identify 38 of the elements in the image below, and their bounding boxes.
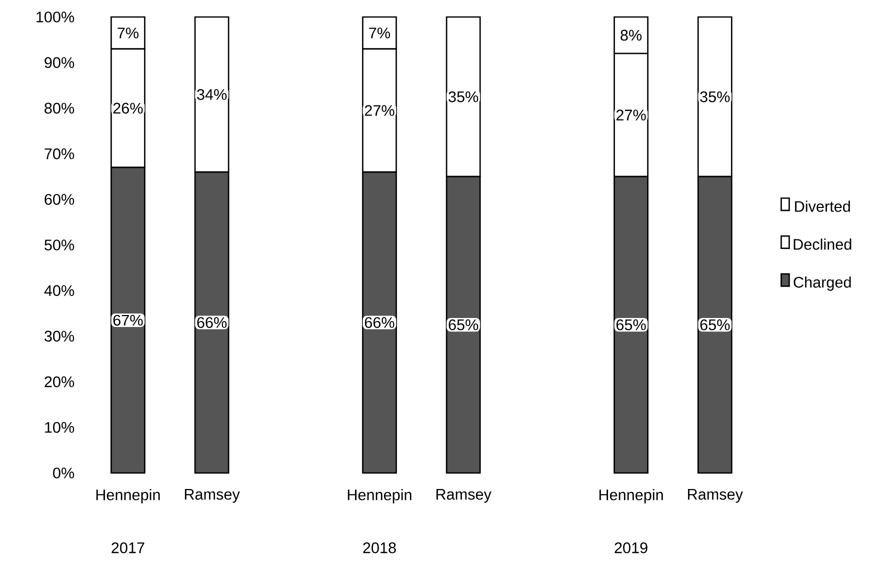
- data-label: 7%: [369, 28, 390, 38]
- data-label: 66%: [197, 317, 227, 328]
- data-label: 34%: [197, 89, 227, 100]
- text: 2019: [614, 542, 648, 554]
- y-tick-label: 80%: [44, 102, 74, 114]
- data-label: 35%: [448, 91, 478, 102]
- y-tick-label: 100%: [36, 12, 74, 22]
- y-tick-label: 0%: [53, 468, 74, 478]
- data-label: 65%: [448, 319, 478, 330]
- x-tick-label: Ramsey: [436, 489, 492, 503]
- legend-label: Declined: [794, 238, 852, 250]
- y-tick-label: 10%: [45, 422, 74, 433]
- text: 2017: [112, 542, 144, 554]
- y-tick-label: 70%: [44, 148, 74, 160]
- y-tick-label: 60%: [44, 194, 74, 205]
- y-tick-label: 40%: [44, 285, 74, 296]
- legend-label: Charged: [794, 276, 851, 291]
- data-label: 26%: [113, 102, 143, 114]
- x-tick-label: Hennepin: [599, 489, 663, 504]
- data-label: 27%: [616, 110, 646, 120]
- data-label: 8%: [620, 30, 642, 41]
- data-label: 65%: [700, 319, 730, 330]
- y-tick-label: 50%: [44, 240, 74, 250]
- data-label: 66%: [364, 317, 394, 328]
- data-label: 67%: [113, 314, 143, 326]
- data-label: 27%: [364, 105, 394, 116]
- x-tick-label: Hennepin: [96, 489, 160, 504]
- x-tick-label: Ramsey: [688, 489, 743, 503]
- data-label: 65%: [616, 319, 646, 330]
- x-tick-label: Ramsey: [184, 489, 240, 503]
- y-tick-label: 90%: [44, 57, 74, 68]
- x-tick-label: Hennepin: [348, 489, 412, 504]
- text: 2018: [363, 542, 396, 554]
- data-label: 7%: [118, 28, 138, 38]
- legend-label: Diverted: [795, 200, 850, 212]
- y-tick-label: 20%: [44, 376, 74, 388]
- y-tick-label: 30%: [44, 330, 74, 342]
- data-label: 35%: [700, 91, 730, 102]
